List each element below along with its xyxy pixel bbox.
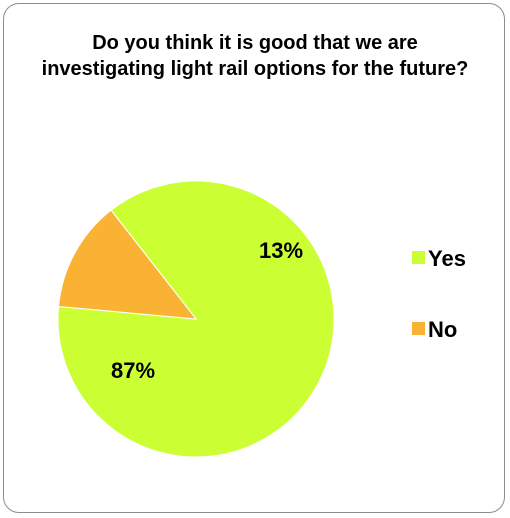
- data-label-no: 13%: [259, 238, 303, 263]
- legend-swatch-no: [412, 322, 425, 335]
- legend-label-no: No: [428, 317, 457, 342]
- legend-label-yes: Yes: [428, 246, 466, 271]
- chart-title: Do you think it is good that we are inve…: [41, 32, 469, 80]
- legend-swatch-yes: [412, 251, 425, 264]
- pie-slice-no: [58, 209, 198, 320]
- data-label-yes: 87%: [111, 358, 155, 383]
